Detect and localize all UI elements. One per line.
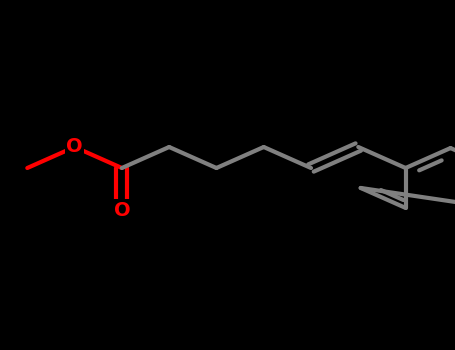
Text: O: O	[66, 138, 83, 156]
Text: O: O	[114, 201, 130, 219]
